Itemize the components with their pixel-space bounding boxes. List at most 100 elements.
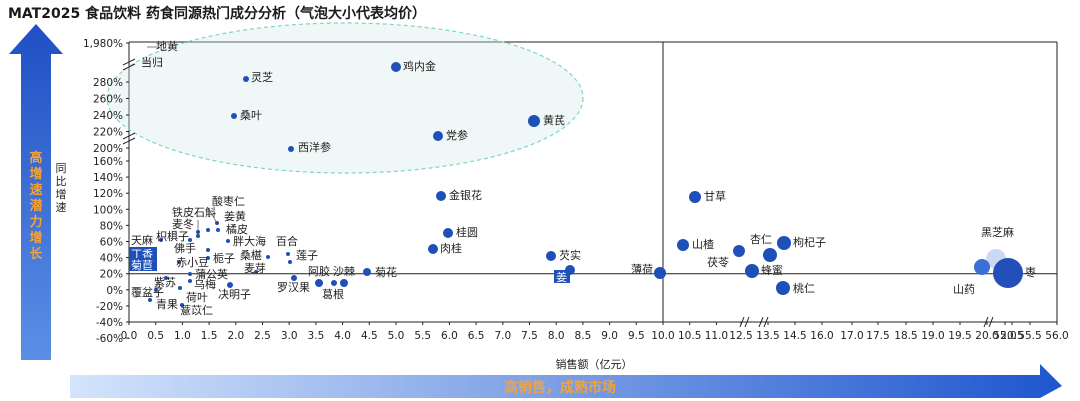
data-label-box [129, 258, 157, 271]
x-axis-break [983, 316, 994, 328]
data-point [340, 279, 348, 287]
data-point [164, 276, 168, 280]
data-label: 鸡内金 [403, 59, 436, 73]
x-tick-label: 20.0 [975, 330, 998, 342]
data-label: 酸枣仁 [212, 194, 245, 208]
x-tick-label: 3.0 [281, 330, 298, 342]
data-label: 茯苓 [707, 255, 729, 269]
x-tick-label: 9.0 [601, 330, 618, 342]
x-tick-label: 17.0 [840, 330, 863, 342]
data-label: 蒲公英 [195, 267, 228, 281]
data-label: 西洋参 [298, 140, 331, 154]
x-tick-label: 1.0 [174, 330, 191, 342]
data-label: 薄荷 [631, 262, 653, 276]
data-label: 青果 [156, 298, 178, 311]
data-point [363, 268, 371, 276]
x-tick-label: 7.0 [494, 330, 511, 342]
data-label: 百合 [276, 234, 298, 248]
x-tick-label: 9.5 [628, 330, 645, 342]
y-tick-label: 0% [106, 285, 123, 297]
x-tick-label: 10.0 [651, 330, 674, 342]
y-tick-label: 220% [93, 127, 123, 139]
left-arrow-label-char: 增 [29, 230, 42, 246]
data-point [216, 228, 220, 232]
x-tick-label: 2.5 [254, 330, 271, 342]
y-tick-label: 260% [93, 94, 123, 106]
data-point [148, 298, 152, 302]
x-tick-label: 4.5 [361, 330, 378, 342]
data-label: 当归 [141, 55, 163, 69]
x-tick-label: 56.0 [1045, 330, 1068, 342]
bottom-arrow-label: 高销售，成熟市场 [504, 379, 616, 396]
leader-line [207, 207, 218, 224]
x-tick-label: 18.5 [894, 330, 917, 342]
left-arrow-label-char: 高 [29, 150, 42, 166]
y-tick-label: 240% [93, 110, 123, 122]
data-point [763, 248, 777, 262]
data-point [528, 115, 540, 127]
data-label: 胖大海 [233, 234, 266, 248]
chart-title: MAT2025 食品饮料 药食同源热门成分分析（气泡大小代表均价） [8, 6, 426, 22]
data-label: 薏苡仁 [180, 303, 213, 317]
left-arrow-label-char: 潜 [29, 198, 43, 214]
data-label: 葛根 [322, 287, 344, 301]
data-label: 山楂 [692, 237, 714, 251]
data-point [180, 303, 184, 307]
bottom-arrow [70, 364, 1062, 398]
x-tick-label: 7.5 [521, 330, 538, 342]
y-axis-break [122, 58, 136, 71]
y-tick-label: 200% [93, 143, 123, 155]
data-point [177, 260, 181, 264]
y-tick-label: -20% [96, 301, 123, 313]
left-arrow-label-char: 力 [29, 214, 42, 230]
x-tick-label: 5.0 [388, 330, 405, 342]
y-tick-label: 1,980% [83, 38, 123, 50]
data-label: 沙棘 [333, 265, 355, 278]
data-label: 姜黄 [224, 209, 246, 223]
y-tick-label: 140% [93, 172, 123, 184]
data-point [677, 239, 689, 251]
data-label: 覆盆子 [131, 285, 164, 299]
data-label: 杏仁 [750, 233, 772, 246]
data-point [436, 191, 446, 201]
data-point [428, 244, 438, 254]
data-point [733, 245, 745, 257]
data-label: 甘草 [704, 190, 726, 203]
highlight-ellipse [106, 22, 584, 174]
data-point [391, 62, 401, 72]
x-tick-label: 17.5 [866, 330, 889, 342]
y-tick-label: -60% [96, 333, 123, 345]
data-label: 桑椹 [240, 249, 262, 262]
data-point [331, 280, 337, 286]
data-point [206, 228, 210, 232]
data-point [745, 264, 759, 278]
data-point [206, 248, 210, 252]
left-arrow-label-char: 长 [29, 246, 43, 262]
left-arrow [9, 24, 63, 360]
x-tick-label: 19.5 [948, 330, 971, 342]
data-point [188, 238, 192, 242]
y-axis-break [122, 132, 136, 145]
data-point [689, 191, 701, 203]
x-tick-label: 1.5 [201, 330, 218, 342]
data-point [433, 131, 443, 141]
data-point [654, 267, 666, 279]
data-label: 罗汉果 [277, 281, 310, 294]
data-label: 桑叶 [240, 109, 262, 122]
y-axis-label-char: 增 [56, 187, 67, 201]
y-tick-label: -40% [96, 317, 123, 329]
data-label: 枸杞子 [793, 235, 826, 249]
x-tick-label: 3.5 [308, 330, 325, 342]
data-label: 栀子 [213, 251, 235, 265]
y-tick-label: 100% [93, 204, 123, 216]
data-point [227, 282, 233, 288]
data-point [254, 270, 258, 274]
x-tick-label: 13.5 [756, 330, 779, 342]
data-label: 荷叶 [186, 291, 208, 304]
x-tick-label: 4.0 [334, 330, 351, 342]
data-point [443, 228, 453, 238]
x-tick-label: 2.0 [227, 330, 244, 342]
data-point [159, 238, 163, 242]
